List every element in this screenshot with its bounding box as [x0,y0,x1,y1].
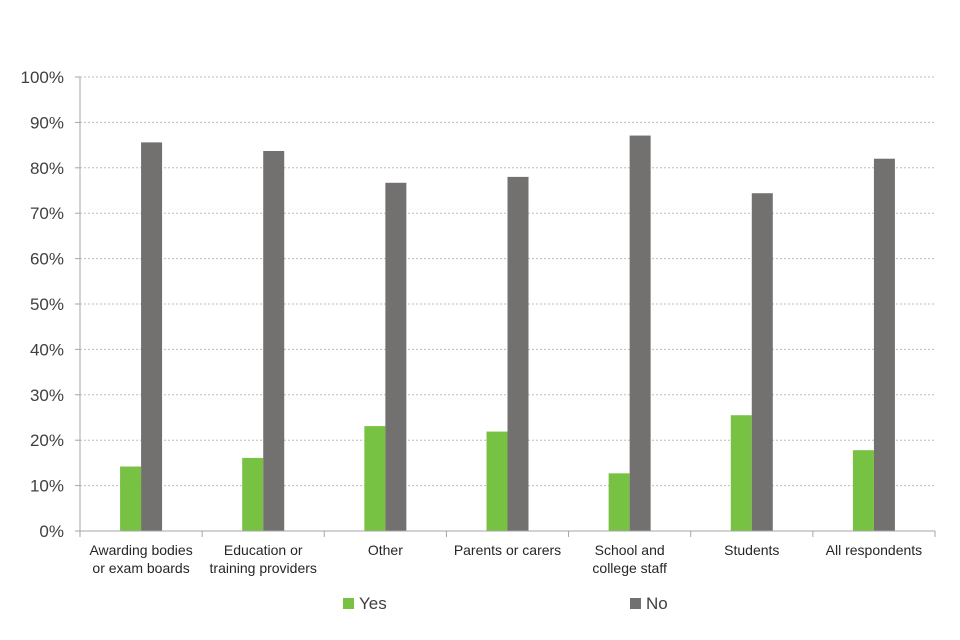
y-tick-label: 40% [30,340,64,359]
bar-yes-4 [608,473,630,531]
axes [75,76,936,537]
bar-no-4 [629,135,651,532]
legend-swatch-no [630,598,641,609]
legend: Yes No [343,594,668,613]
bar-no-2 [385,182,407,532]
y-tick-label: 50% [30,295,64,314]
bar-yes-3 [486,431,508,531]
y-tick-label: 30% [30,386,64,405]
y-tick-label: 100% [21,68,64,87]
y-tick-label: 90% [30,113,64,132]
x-category-label: Parents or carers [454,542,561,558]
x-category-label: Awarding bodies or exam boards [89,542,192,576]
x-category-label: Other [368,542,403,558]
gridlines [80,76,935,487]
x-axis-labels: Awarding bodies or exam boards Education o… [89,542,922,576]
bar-no-3 [507,176,529,531]
y-tick-label: 10% [30,477,64,496]
y-tick-label: 80% [30,159,64,178]
bar-no-5 [751,193,773,531]
bar-yes-6 [852,450,874,531]
y-tick-label: 60% [30,250,64,269]
legend-label-no: No [646,594,668,613]
bar-no-1 [263,151,285,531]
legend-swatch-yes [343,598,354,609]
bar-yes-2 [364,426,386,531]
bar-yes-0 [120,466,142,531]
x-category-label: All respondents [826,542,923,558]
x-category-label: Students [724,542,779,558]
bar-no-6 [873,158,895,531]
x-category-label: School and college staff [592,542,667,576]
legend-label-yes: Yes [359,594,387,613]
bar-yes-1 [242,457,264,531]
bar-yes-5 [730,415,752,531]
x-category-label: Education or training providers [210,542,317,576]
bar-no-0 [141,142,163,531]
y-tick-label: 20% [30,431,64,450]
bars [120,135,895,532]
y-tick-label: 70% [30,204,64,223]
y-axis-ticks: 0% 10% 20% 30% 40% 50% 60% 70% 80% 90% 100% [21,68,64,541]
y-tick-label: 0% [39,522,64,541]
